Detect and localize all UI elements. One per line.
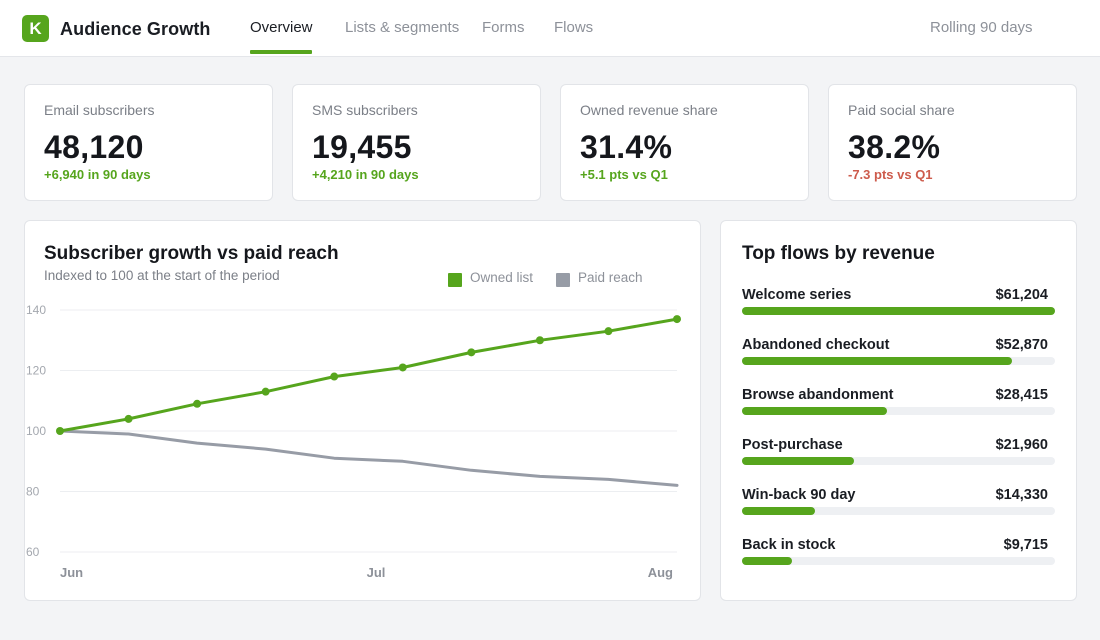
flow-revenue: $52,870 [995,337,1048,353]
flow-name: Welcome series [742,287,852,303]
kpi-value: 31.4% [580,129,673,165]
period-selector[interactable]: Rolling 90 days [930,19,1033,36]
flow-row[interactable]: Browse abandonment $28,415 [742,387,1055,427]
kpi-delta: +5.1 pts vs Q1 [580,167,668,182]
flow-bar-track [742,457,1055,465]
y-tick-label: 100 [26,424,46,438]
legend-label-owned: Owned list [470,270,534,285]
flow-bar-fill [742,457,855,465]
flow-row[interactable]: Post-purchase $21,960 [742,437,1055,477]
kpi-card-paid-social: Paid social share 38.2% -7.3 pts vs Q1 [828,84,1077,201]
kpi-delta: -7.3 pts vs Q1 [848,167,933,182]
tab-flows[interactable]: Flows [554,19,594,36]
flow-row[interactable]: Win-back 90 day $14,330 [742,487,1055,527]
kpi-label: SMS subscribers [312,102,418,118]
y-tick-label: 60 [26,545,40,559]
tab-forms[interactable]: Forms [482,19,525,36]
flow-bar-fill [742,507,816,515]
owned-list-point [261,387,270,396]
y-tick-label: 80 [26,485,40,499]
flow-name: Browse abandonment [742,387,894,403]
kpi-card-sms: SMS subscribers 19,455 +4,210 in 90 days [292,84,541,201]
brand-logo[interactable]: K [22,15,49,42]
flow-name: Back in stock [742,537,836,553]
owned-list-point [398,363,407,372]
kpi-value: 38.2% [848,129,941,165]
flow-bar-track [742,407,1055,415]
paid-reach-line [58,429,679,487]
kpi-value: 19,455 [312,129,412,165]
tab-lists-segments[interactable]: Lists & segments [345,19,460,36]
legend-swatch-owned [448,273,462,287]
owned-list-point [673,315,681,324]
owned-list-point [193,399,202,408]
owned-list-line [58,317,679,433]
tab-overview[interactable]: Overview [250,19,313,36]
flow-revenue: $9,715 [1003,537,1048,553]
top-bar: K Audience Growth Overview Lists & segme… [0,0,1100,57]
flows-title: Top flows by revenue [742,243,935,264]
kpi-delta: +6,940 in 90 days [44,167,151,182]
kpi-delta: +4,210 in 90 days [312,167,419,182]
flow-bar-track [742,507,1055,515]
owned-list-point [604,327,613,336]
flow-row[interactable]: Welcome series $61,204 [742,287,1055,327]
flow-revenue: $61,204 [995,287,1048,303]
y-tick-label: 120 [26,364,46,378]
kpi-card-email: Email subscribers 48,120 +6,940 in 90 da… [24,84,273,201]
flow-bar-track [742,307,1055,315]
flow-bar-fill [742,357,1013,365]
chart-title: Subscriber growth vs paid reach [44,243,339,264]
flow-row[interactable]: Back in stock $9,715 [742,537,1055,577]
kpi-label: Paid social share [848,102,955,118]
active-tab-indicator [250,50,312,54]
owned-list-point [467,348,476,357]
growth-chart-card [24,220,701,601]
kpi-label: Email subscribers [44,102,155,118]
legend-label-paid: Paid reach [578,270,643,285]
flow-bar-fill [742,307,1055,315]
flow-revenue: $14,330 [995,487,1048,503]
flow-bar-fill [742,407,888,415]
flow-row[interactable]: Abandoned checkout $52,870 [742,337,1055,377]
flow-name: Post-purchase [742,437,843,453]
flow-revenue: $21,960 [995,437,1048,453]
flow-name: Win-back 90 day [742,487,856,503]
flow-bar-track [742,357,1055,365]
owned-list-point [56,427,64,435]
flow-bar-track [742,557,1055,565]
x-tick-label: Aug [648,565,673,580]
owned-list-point [535,336,544,345]
flow-revenue: $28,415 [995,387,1048,403]
chart-subtitle: Indexed to 100 at the start of the perio… [44,268,280,283]
y-tick-label: 140 [26,303,46,317]
kpi-value: 48,120 [44,129,144,165]
flow-name: Abandoned checkout [742,337,890,353]
owned-list-point [330,372,339,381]
kpi-card-owned-revenue: Owned revenue share 31.4% +5.1 pts vs Q1 [560,84,809,201]
owned-list-point [124,414,133,423]
legend-swatch-paid [556,273,570,287]
x-tick-label: Jun [60,565,83,580]
kpi-label: Owned revenue share [580,102,718,118]
flow-bar-fill [742,557,792,565]
app-title: Audience Growth [60,19,211,39]
x-tick-label: Jul [367,565,386,580]
